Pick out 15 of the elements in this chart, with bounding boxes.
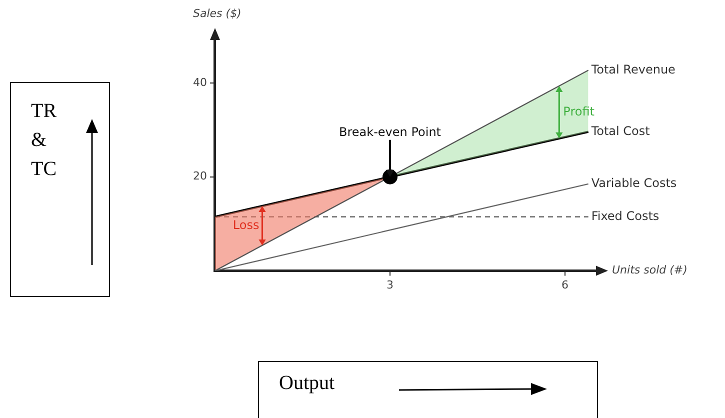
annotation: Break-even Point — [339, 125, 442, 140]
series-label: Total Cost — [590, 124, 650, 138]
x-tick-label: 3 — [386, 278, 394, 292]
text: TR & TC — [10, 82, 110, 297]
series-label: Total Revenue — [590, 62, 676, 76]
x-tick-label: 6 — [562, 278, 568, 292]
series-label: Variable Costs — [591, 176, 677, 190]
y-tick-label: 20 — [192, 170, 207, 183]
y-axis-title: Sales ($) — [192, 6, 242, 20]
x-axis-title: Units sold (#) — [612, 264, 688, 277]
text: Output — [258, 361, 598, 418]
annotation: Profit — [563, 104, 595, 118]
annotation: Loss — [232, 218, 260, 232]
y-tick-label: 40 — [192, 76, 207, 89]
series-label: Fixed Costs — [591, 208, 660, 223]
